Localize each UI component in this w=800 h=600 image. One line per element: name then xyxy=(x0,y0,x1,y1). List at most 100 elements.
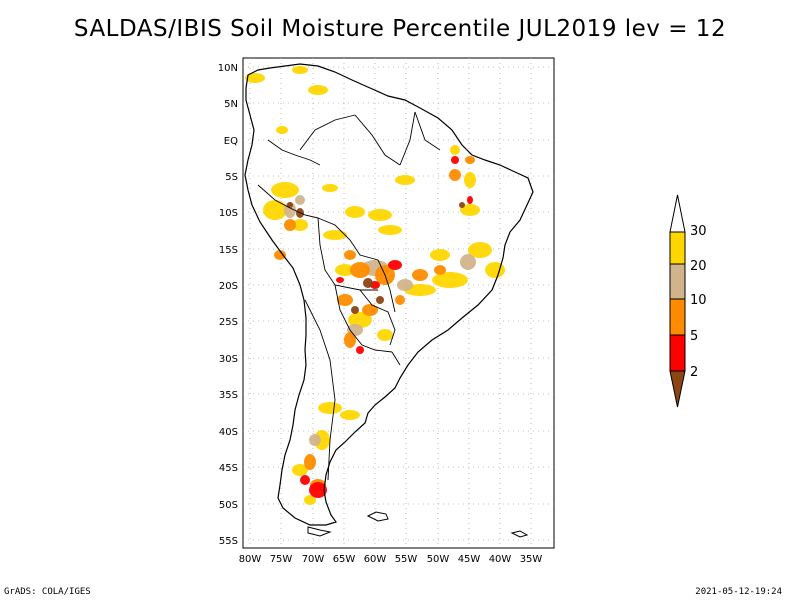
percentile-patch xyxy=(395,175,415,185)
lon-tick-label: 70W xyxy=(302,554,325,565)
legend-label-20: 20 xyxy=(690,259,707,274)
percentile-patch xyxy=(300,475,310,485)
lat-tick-label: 50S xyxy=(219,500,238,511)
percentile-patch xyxy=(348,312,372,328)
percentile-patch xyxy=(274,250,286,260)
percentile-patch xyxy=(292,219,308,231)
percentile-patch xyxy=(292,464,308,476)
lon-tick-label: 65W xyxy=(333,554,356,565)
lat-tick-label: 5N xyxy=(224,99,238,110)
percentile-patch xyxy=(460,254,476,270)
percentile-patch xyxy=(362,304,378,316)
percentile-patch xyxy=(318,402,342,414)
lon-tick-label: 40W xyxy=(489,554,512,565)
falkland-islands xyxy=(366,511,389,522)
lat-tick-label: 10N xyxy=(218,63,238,74)
percentile-patch xyxy=(336,277,344,283)
percentile-patch xyxy=(356,346,364,354)
percentile-patch xyxy=(292,66,308,74)
lat-tick-label: 15S xyxy=(219,245,238,256)
percentile-patch xyxy=(430,249,450,261)
country-borders xyxy=(257,111,441,481)
percentile-patch xyxy=(432,272,468,288)
legend-label-2: 2 xyxy=(690,365,698,380)
percentile-shading xyxy=(245,66,505,505)
lon-tick-label: 60W xyxy=(364,554,387,565)
lon-tick-label: 35W xyxy=(520,554,543,565)
percentile-patch xyxy=(263,200,287,220)
lat-tick-label: 45S xyxy=(219,463,238,474)
percentile-patch xyxy=(323,230,347,240)
legend-5-10 xyxy=(669,298,686,336)
percentile-patch xyxy=(485,262,505,278)
percentile-patch xyxy=(459,202,465,208)
percentile-patch xyxy=(467,196,473,204)
lon-tick-label: 55W xyxy=(395,554,418,565)
south-georgia-outline xyxy=(510,530,529,538)
percentile-patch xyxy=(309,482,327,498)
lat-tick-label: 20S xyxy=(219,281,238,292)
percentile-patch xyxy=(351,306,359,314)
percentile-patch xyxy=(344,250,356,260)
percentile-patch xyxy=(350,262,370,278)
percentile-patch xyxy=(397,279,413,291)
percentile-patch xyxy=(337,294,353,306)
percentile-patch xyxy=(434,265,446,275)
lon-tick-label: 45W xyxy=(458,554,481,565)
percentile-patch xyxy=(322,184,338,192)
lon-tick-label: 50W xyxy=(427,554,450,565)
legend-label-10: 10 xyxy=(690,293,707,308)
lat-tick-label: 25S xyxy=(219,317,238,328)
percentile-patch xyxy=(450,145,460,155)
lat-tick-label: EQ xyxy=(224,136,238,147)
latitude-labels: 10N 5N EQ 5S 10S 15S 20S 25S 30S 35S 40S 45S 50S 55S xyxy=(218,63,238,547)
legend-above-30-triangle xyxy=(669,194,686,233)
percentile-patch xyxy=(295,195,305,205)
percentile-patch xyxy=(451,156,459,164)
map-title: SALDAS/IBIS Soil Moisture Percentile JUL… xyxy=(73,16,727,42)
legend-label-5: 5 xyxy=(690,329,698,344)
lat-tick-label: 35S xyxy=(219,390,238,401)
percentile-patch xyxy=(335,264,355,276)
percentile-patch xyxy=(308,85,328,95)
percentile-patch xyxy=(340,410,360,420)
legend-2-5 xyxy=(669,334,686,372)
footer-credit: GrADS: COLA/IGES xyxy=(4,587,91,597)
percentile-patch xyxy=(468,242,492,258)
legend-below-2-triangle xyxy=(669,370,686,408)
percentile-patch xyxy=(284,219,296,231)
percentile-patch xyxy=(465,156,475,164)
percentile-patch xyxy=(395,295,405,305)
percentile-patch xyxy=(287,202,293,208)
percentile-patch xyxy=(368,209,392,221)
percentile-patch xyxy=(378,225,402,235)
tierra-del-fuego xyxy=(307,526,332,537)
lat-tick-label: 30S xyxy=(219,354,238,365)
percentile-patch xyxy=(363,278,373,288)
legend-label-30: 30 xyxy=(690,224,707,239)
percentile-patch xyxy=(464,172,476,188)
percentile-patch xyxy=(304,495,316,505)
lat-tick-label: 40S xyxy=(219,427,238,438)
coastline xyxy=(244,63,534,526)
percentile-patch xyxy=(344,332,356,348)
percentile-patch xyxy=(412,269,428,281)
percentile-patch xyxy=(460,204,480,216)
lat-tick-label: 5S xyxy=(225,172,238,183)
longitude-labels: 80W 75W 70W 65W 60W 55W 50W 45W 40W 35W xyxy=(239,554,543,565)
percentile-patch xyxy=(309,434,321,446)
legend-10-20 xyxy=(669,263,686,300)
percentile-patch xyxy=(388,260,402,270)
legend-20-30 xyxy=(669,231,686,265)
percentile-patch xyxy=(376,296,384,304)
footer-timestamp: 2021-05-12-19:24 xyxy=(695,587,782,597)
percentile-patch xyxy=(377,329,393,341)
map-frame xyxy=(242,57,555,549)
lon-tick-label: 75W xyxy=(270,554,293,565)
lon-tick-label: 80W xyxy=(239,554,262,565)
percentile-patch xyxy=(345,206,365,218)
lat-tick-label: 10S xyxy=(219,208,238,219)
legend-colorbar: 30 20 10 5 2 xyxy=(669,194,707,408)
percentile-patch xyxy=(276,126,288,134)
